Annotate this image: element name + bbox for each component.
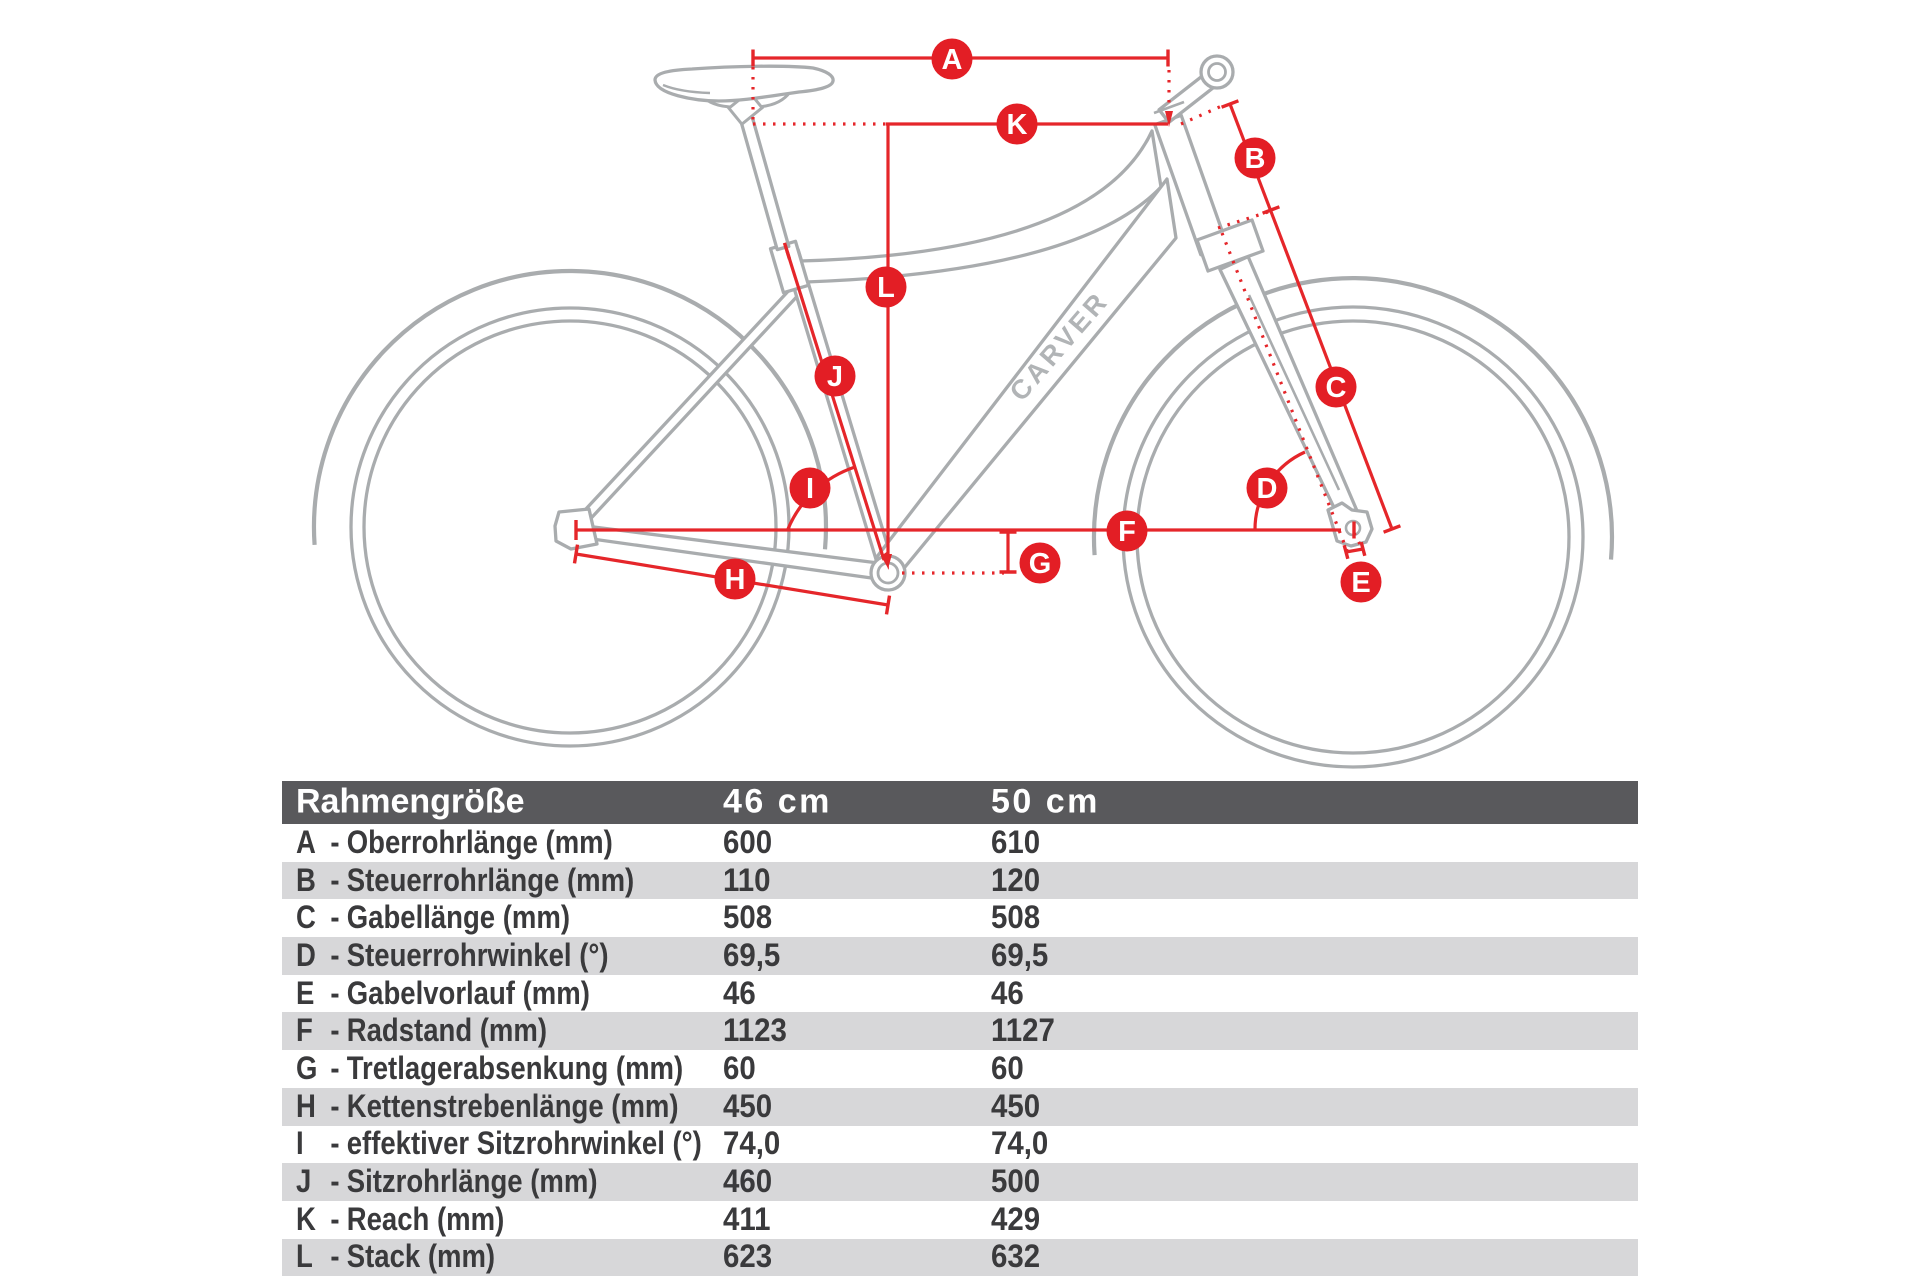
svg-text:C: C [1326,372,1347,404]
svg-text:A: A [942,44,963,76]
svg-text:H: H [725,564,746,596]
svg-text:E: E [1351,567,1370,599]
svg-text:G: G [1029,548,1052,580]
svg-text:B: B [1245,143,1266,175]
svg-text:K: K [1007,109,1028,141]
svg-text:J: J [827,361,843,393]
svg-text:L: L [877,272,895,304]
svg-text:F: F [1118,516,1136,548]
svg-text:D: D [1257,473,1278,505]
svg-text:CARVER: CARVER [1004,285,1115,406]
svg-text:I: I [806,473,814,505]
